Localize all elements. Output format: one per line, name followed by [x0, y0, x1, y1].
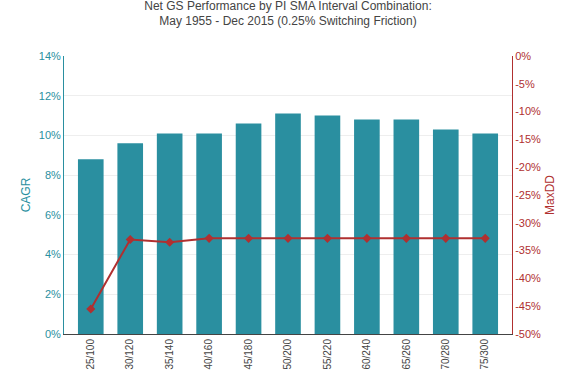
svg-text:12%: 12% — [39, 90, 61, 102]
svg-text:Net GS Performance by PI SMA I: Net GS Performance by PI SMA Interval Co… — [144, 0, 431, 28]
svg-text:-40%: -40% — [515, 272, 541, 284]
svg-text:70/280: 70/280 — [440, 339, 451, 370]
svg-text:8%: 8% — [45, 169, 61, 181]
svg-text:25/100: 25/100 — [85, 339, 96, 370]
svg-text:50/200: 50/200 — [282, 339, 293, 370]
svg-text:MaxDD: MaxDD — [543, 175, 557, 215]
svg-text:65/260: 65/260 — [401, 339, 412, 370]
svg-text:4%: 4% — [45, 248, 61, 260]
svg-text:-5%: -5% — [515, 78, 535, 90]
svg-text:10%: 10% — [39, 129, 61, 141]
svg-text:55/220: 55/220 — [322, 339, 333, 370]
svg-text:2%: 2% — [45, 288, 61, 300]
svg-text:75/300: 75/300 — [479, 339, 490, 370]
svg-text:14%: 14% — [39, 50, 61, 62]
svg-text:-30%: -30% — [515, 217, 541, 229]
svg-text:-20%: -20% — [515, 161, 541, 173]
svg-text:30/120: 30/120 — [124, 339, 135, 370]
svg-text:-10%: -10% — [515, 105, 541, 117]
svg-text:35/140: 35/140 — [164, 339, 175, 370]
svg-text:-15%: -15% — [515, 133, 541, 145]
svg-text:6%: 6% — [45, 209, 61, 221]
svg-text:45/180: 45/180 — [243, 339, 254, 370]
svg-text:-45%: -45% — [515, 300, 541, 312]
svg-text:-35%: -35% — [515, 244, 541, 256]
svg-text:-50%: -50% — [515, 328, 541, 340]
svg-text:40/160: 40/160 — [203, 339, 214, 370]
svg-text:0%: 0% — [515, 50, 531, 62]
svg-text:-25%: -25% — [515, 189, 541, 201]
svg-text:CAGR: CAGR — [19, 177, 33, 212]
svg-text:0%: 0% — [45, 328, 61, 340]
svg-text:60/240: 60/240 — [361, 339, 372, 370]
